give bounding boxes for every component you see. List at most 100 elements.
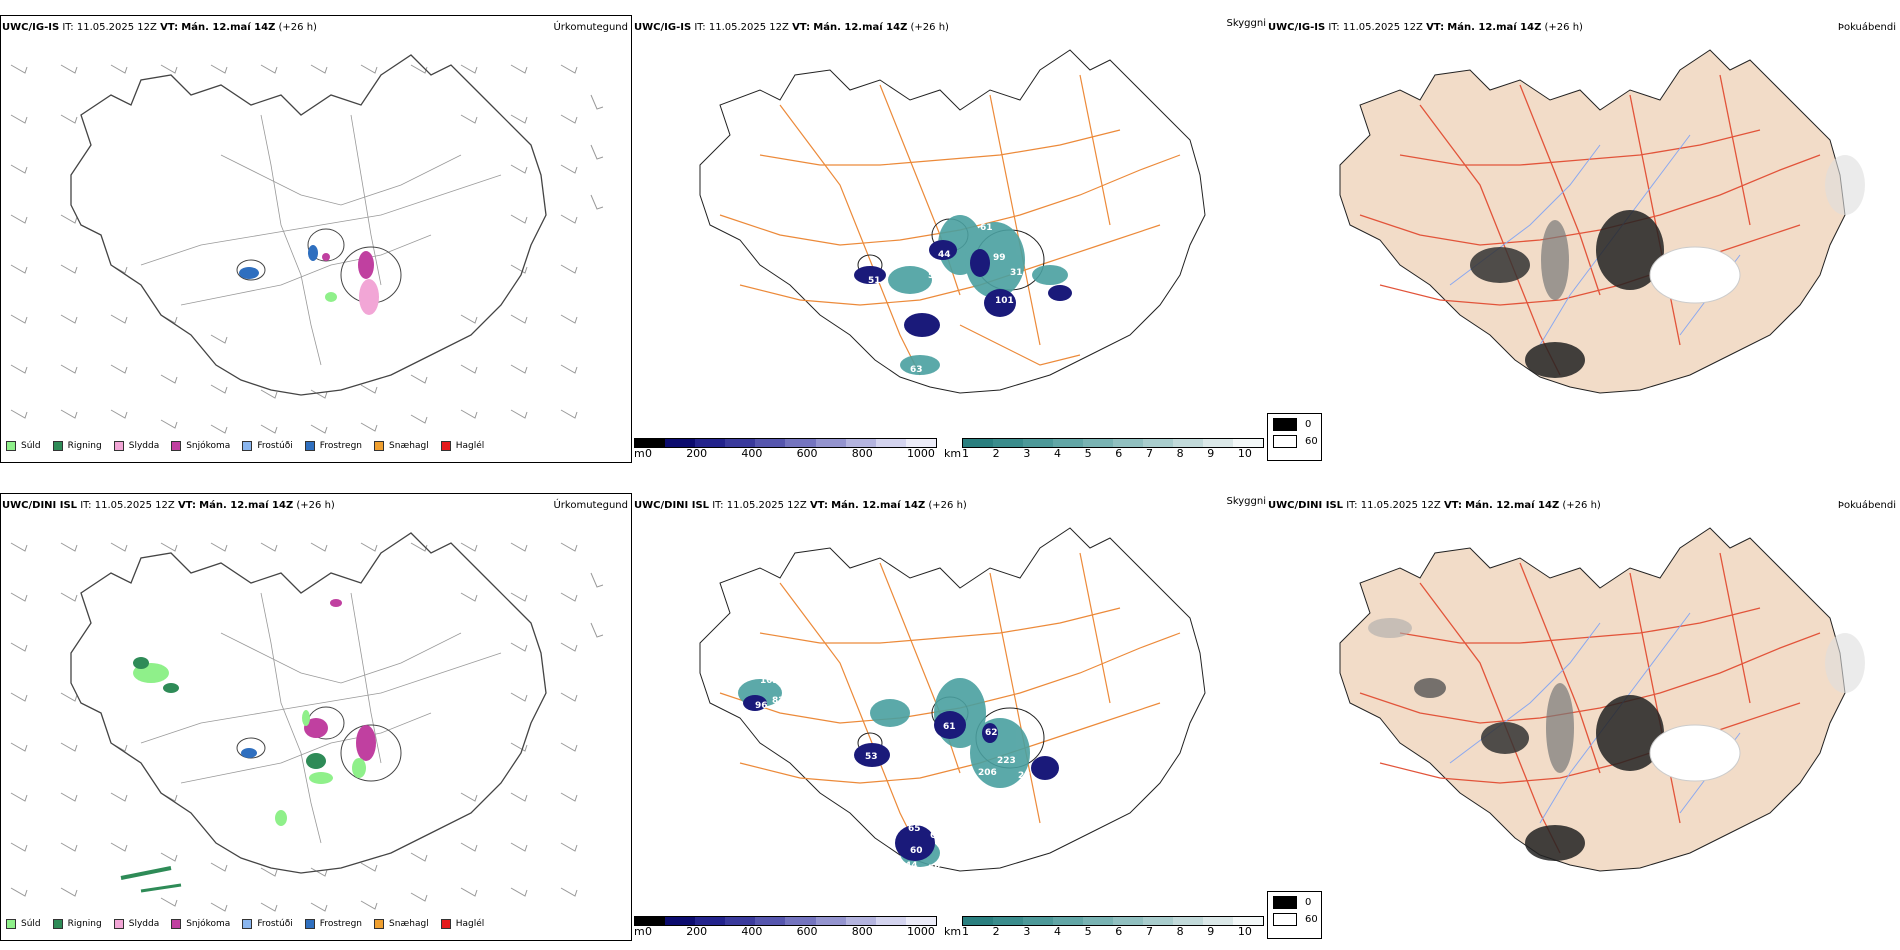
ceiling-label: 99 — [993, 253, 1006, 263]
it-label: IT: — [80, 500, 92, 511]
ceiling-tick: 600 — [796, 925, 818, 938]
legend-label: Snjókoma — [186, 919, 231, 929]
visibility-bin — [1083, 917, 1113, 925]
legend-item: Snjókoma — [171, 441, 230, 451]
visibility-tick: 3 — [1023, 447, 1031, 460]
ceiling-ticks: 0 200 400 600 800 1000 — [645, 925, 935, 938]
vt-label: VT: — [160, 22, 179, 33]
ceiling-bin — [725, 917, 756, 925]
legend-item: Súld — [6, 441, 41, 451]
visibility-tick: 1 — [962, 925, 969, 938]
legend-swatch — [374, 441, 385, 451]
ceiling-label: 195 — [950, 666, 969, 676]
precip-map — [10, 54, 604, 434]
ceiling-label: 51 — [868, 276, 881, 286]
legend-label: Haglél — [455, 441, 485, 451]
precip-areas — [120, 599, 376, 893]
legend-label: Frostúði — [257, 441, 293, 451]
vt-label: VT: — [792, 22, 811, 33]
ceiling-label: 65 — [908, 824, 921, 834]
ceiling-label: 102 — [760, 676, 779, 686]
legend-swatch — [374, 919, 385, 929]
ceiling-labels: 195 102 96 82 61 53 71 62 223 206 23 118… — [755, 666, 1072, 874]
model-name: UWC/DINI ISL — [2, 500, 78, 511]
model-name: UWC/IG-IS — [634, 22, 692, 33]
legend-swatch — [6, 919, 16, 929]
visibility-unit: km — [944, 925, 962, 938]
visibility-bin — [1143, 439, 1173, 447]
ceiling-label: 71 — [925, 748, 938, 758]
precip-areas — [239, 245, 379, 315]
lead-time: (+26 h) — [928, 500, 967, 511]
legend-item: Haglél — [440, 441, 485, 451]
model-name: UWC/IG-IS — [1268, 22, 1326, 33]
ceiling-bin — [815, 439, 846, 447]
ceiling-tick: 1000 — [906, 447, 935, 460]
legend-item: Rigning — [52, 441, 102, 451]
it-label: IT: — [1328, 22, 1340, 33]
legend-label: Snæhagl — [389, 441, 429, 451]
panel-2-header: UWC/DINI ISL IT: 11.05.2025 12Z VT: Mán.… — [634, 500, 967, 512]
visibility-bin — [1113, 917, 1143, 925]
model-name: UWC/DINI ISL — [1268, 500, 1344, 511]
visibility-tick: 5 — [1084, 925, 1092, 938]
ceiling-bin — [695, 917, 726, 925]
it-value: 11.05.2025 12Z — [94, 500, 175, 511]
precip-map-frame — [0, 15, 632, 463]
fog-legend-row: 60 — [1273, 435, 1321, 448]
visibility-bin — [963, 439, 993, 447]
visibility-tick: 10 — [1237, 447, 1252, 460]
legend-swatch — [304, 441, 315, 451]
legend-swatch — [171, 441, 182, 451]
ceiling-bin — [665, 439, 696, 447]
ceiling-tick: 800 — [851, 447, 873, 460]
panel-3-header: UWC/IG-IS IT: 11.05.2025 12Z VT: Mán. 12… — [1268, 22, 1583, 34]
it-value: 11.05.2025 12Z — [1342, 22, 1423, 33]
ceiling-label: 60 — [910, 846, 923, 856]
precip-legend: Súld Rigning Slydda Snjókoma Frostúði Fr… — [6, 441, 496, 451]
legend-item: Súld — [6, 919, 41, 929]
roads — [140, 114, 502, 366]
visibility-bin — [1053, 917, 1083, 925]
visibility-bin — [1083, 439, 1113, 447]
row-1: UWC/IG-IS IT: 11.05.2025 12Z VT: Mán. 12… — [0, 15, 1896, 463]
fog-areas — [1470, 155, 1865, 378]
ceiling-colorbar — [634, 438, 937, 448]
visibility-tick: 3 — [1023, 925, 1031, 938]
row-2: UWC/DINI ISL IT: 11.05.2025 12Z VT: Mán.… — [0, 478, 1900, 950]
visibility-tick: 8 — [1176, 925, 1184, 938]
precip-map — [10, 532, 604, 912]
legend-label: Rigning — [67, 441, 102, 451]
wind-barbs — [10, 542, 604, 912]
ceiling-label: 44 — [905, 861, 918, 871]
ceiling-tick: 400 — [741, 447, 763, 460]
legend-label: Súld — [21, 441, 41, 451]
ceiling-label: 118 — [1053, 781, 1072, 791]
ceiling-tick: 0 — [645, 447, 652, 460]
visibility-tick: 6 — [1115, 925, 1123, 938]
vt-label: VT: — [177, 500, 196, 511]
ceiling-label: 101 — [995, 296, 1014, 306]
ceiling-labels: 61 44 99 31 57 51 51 101 12 85 85 63 — [848, 223, 1070, 375]
it-label: IT: — [1346, 500, 1358, 511]
precip-legend: Súld Rigning Slydda Snjókoma Frostúði Fr… — [6, 919, 496, 929]
visibility-tick: 1 — [962, 447, 969, 460]
it-label: IT: — [712, 500, 724, 511]
ceiling-tick: 400 — [741, 925, 763, 938]
visibility-bin — [1023, 917, 1053, 925]
vt-value: Mán. 12.maí 14Z — [199, 500, 294, 511]
legend-item: Snæhagl — [374, 919, 429, 929]
ceiling-bin — [665, 917, 696, 925]
visibility-map: 195 102 96 82 61 53 71 62 223 206 23 118… — [699, 527, 1206, 874]
fog-areas — [1368, 618, 1865, 861]
ceiling-label: 61 — [980, 223, 993, 233]
legend-label: Frostregn — [319, 919, 363, 929]
ceiling-bin — [785, 917, 816, 925]
ceiling-tick: 600 — [796, 447, 818, 460]
visibility-tick: 5 — [1084, 447, 1092, 460]
visibility-tick: 7 — [1145, 925, 1153, 938]
fog-legend-row: 0 — [1273, 418, 1321, 431]
it-value: 11.05.2025 12Z — [726, 500, 807, 511]
visibility-tick: 6 — [1115, 447, 1123, 460]
legend-item: Haglél — [440, 919, 484, 929]
